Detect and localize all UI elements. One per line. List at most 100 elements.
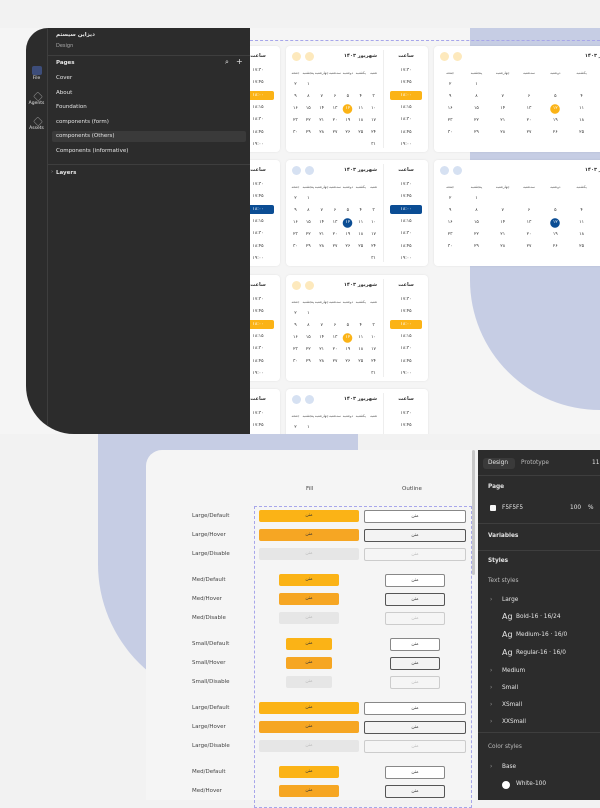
section-heading[interactable]: Variables [488,534,518,540]
search-icon[interactable]: ⌕ [225,59,229,66]
prev-month[interactable] [440,52,449,61]
day[interactable]: ۱۸ [568,115,594,127]
day[interactable]: ۵ [341,320,354,332]
day[interactable]: ۱۰ [595,217,600,229]
fill-button[interactable]: متن [286,676,332,688]
day[interactable]: ۲۴ [595,241,600,253]
day[interactable]: ۱۹ [341,229,354,241]
day[interactable]: ۹ [289,91,302,103]
tab-icon[interactable] [33,117,43,127]
day[interactable]: ۱۷ [595,229,600,241]
outline-button[interactable]: متن [364,548,466,561]
day[interactable]: ۲۲ [463,229,489,241]
day[interactable]: ۱۳ [329,103,342,115]
day[interactable]: ۱۴ [315,103,329,115]
day[interactable]: ۱۰ [595,103,600,115]
day[interactable]: ۲۶ [542,127,568,139]
day[interactable]: ۱۳ [516,103,542,115]
day[interactable]: ۹ [437,205,463,217]
time-option[interactable]: ۱۸:۴۵ [390,128,422,137]
time-option[interactable]: ۱۸:۴۵ [390,242,422,251]
outline-button[interactable]: متن [364,702,466,715]
prev-month[interactable] [292,52,301,61]
day[interactable]: ۱۷ [367,229,380,241]
day[interactable]: ۱ [463,79,489,91]
day[interactable]: ۲ [437,79,463,91]
day[interactable]: ۳۱ [595,139,600,151]
day[interactable]: ۳۰ [437,127,463,139]
day[interactable]: ۲۰ [329,344,342,356]
day[interactable]: ۲۷ [329,127,342,139]
fill-button[interactable]: متن [259,721,359,733]
day[interactable]: ۳۰ [437,241,463,253]
next-month[interactable] [305,52,314,61]
day[interactable]: ۲۱ [315,115,329,127]
day[interactable]: ۱۵ [302,332,315,344]
color-style[interactable]: White-100 [516,782,546,788]
day[interactable]: ۲ [289,79,302,91]
day[interactable]: ۱۹ [542,115,568,127]
day[interactable]: ۸ [302,205,315,217]
day[interactable]: ۲ [437,193,463,205]
time-option[interactable]: ۱۷:۳۰ [390,180,422,189]
day[interactable]: ۳۱ [367,368,380,380]
day[interactable]: ۲۱ [490,229,516,241]
day[interactable]: ۱۳ [329,217,342,229]
time-option[interactable]: ۱۸:۱۵ [390,103,422,112]
day[interactable]: ۶ [329,91,342,103]
day[interactable]: ۲۵ [354,241,367,253]
day[interactable]: ۵ [542,91,568,103]
day[interactable]: ۲۷ [329,241,342,253]
fill-button[interactable]: متن [259,740,359,752]
day[interactable]: ۱۱ [354,103,367,115]
time-option[interactable]: ۱۹:۰۰ [390,254,422,263]
day[interactable]: ۱۱ [354,332,367,344]
day[interactable]: ۳۰ [289,241,302,253]
day[interactable]: ۱۳ [329,332,342,344]
day[interactable]: ۱۵ [302,217,315,229]
day[interactable]: ۲۴ [367,127,380,139]
day[interactable]: ۸ [463,91,489,103]
fill-button[interactable]: متن [279,766,339,778]
fill-button[interactable]: متن [286,638,332,650]
day[interactable]: ۱۷ [595,115,600,127]
day[interactable]: ۱۹ [341,344,354,356]
day[interactable]: ۲۹ [463,127,489,139]
day[interactable]: ۴ [354,205,367,217]
style-group[interactable]: XXSmall [502,720,526,726]
day[interactable]: ۲۰ [516,229,542,241]
outline-button[interactable]: متن [364,721,466,734]
day[interactable]: ۳۱ [367,253,380,265]
style-group[interactable]: Medium [502,669,525,675]
next-month[interactable] [305,395,314,404]
day[interactable]: ۲۸ [490,127,516,139]
day[interactable]: ۱۴ [315,217,329,229]
day[interactable]: ۲۸ [315,356,329,368]
time-option[interactable]: ۱۸:۳۰ [390,344,422,353]
day[interactable]: ۴ [568,91,594,103]
day[interactable]: ۱۶ [437,217,463,229]
day[interactable]: ۱ [302,79,315,91]
day[interactable]: ۱۶ [437,103,463,115]
day[interactable]: ۴ [354,91,367,103]
day[interactable]: ۳۱ [367,139,380,151]
day[interactable]: ۲۴ [367,356,380,368]
day[interactable]: ۹ [289,320,302,332]
day[interactable]: ۲۲ [463,115,489,127]
text-style[interactable]: Bold-16 · 16/24 [516,615,561,621]
layers-heading[interactable]: Layers [56,171,76,177]
prev-month[interactable] [440,166,449,175]
style-group[interactable]: XSmall [502,703,522,709]
day[interactable]: ۱۸ [354,344,367,356]
day[interactable]: ۱۰ [367,217,380,229]
day[interactable]: ۲۲ [302,344,315,356]
page-item[interactable]: Foundation [56,105,87,111]
time-option[interactable]: ۱۷:۴۵ [390,192,422,201]
day[interactable]: ۲۰ [329,115,342,127]
outline-button[interactable]: متن [390,676,440,689]
day[interactable]: ۱۲ [542,217,568,229]
day[interactable]: ۲۲ [302,115,315,127]
page-item[interactable]: components (Others) [56,134,115,140]
tab-icon[interactable] [33,92,43,102]
day[interactable]: ۲۱ [315,229,329,241]
